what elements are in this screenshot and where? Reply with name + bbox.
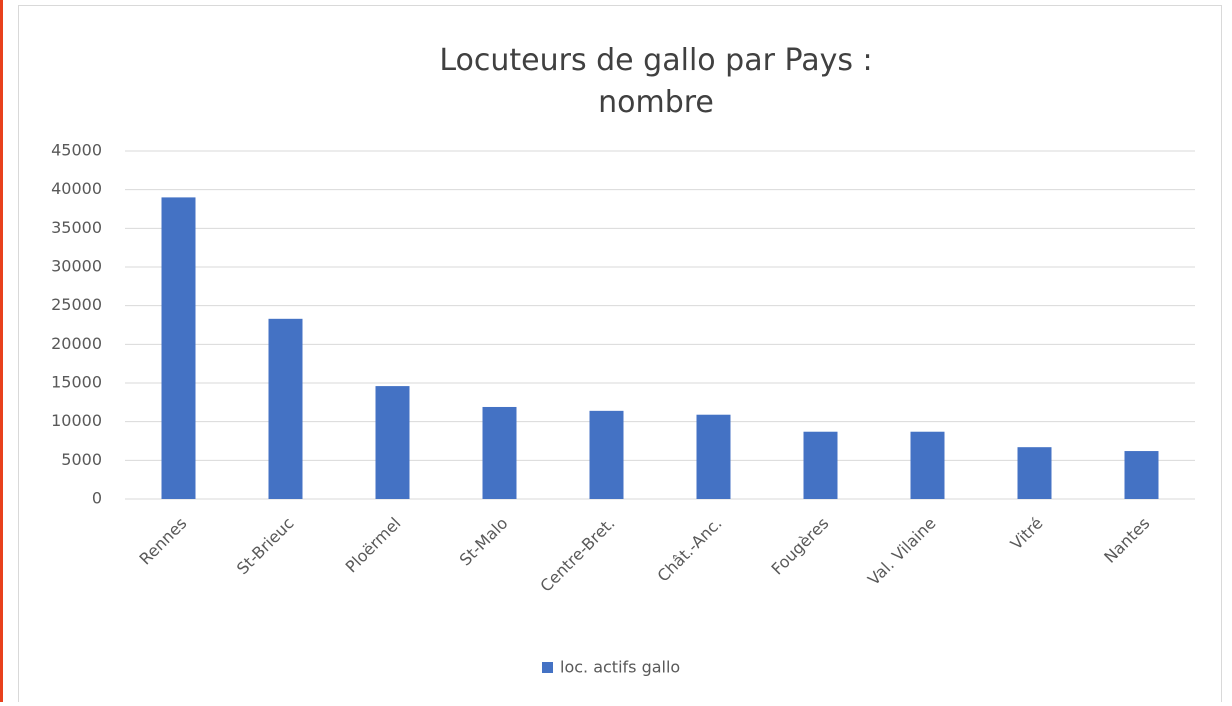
y-tick-label: 0 (92, 489, 102, 508)
y-tick-label: 30000 (51, 257, 102, 276)
legend-swatch (542, 662, 553, 673)
edge-bar (0, 0, 3, 702)
bar (910, 431, 945, 499)
y-tick-label: 35000 (51, 218, 102, 237)
y-tick-label: 40000 (51, 179, 102, 198)
bar (268, 318, 303, 499)
legend-label: loc. actifs gallo (560, 658, 680, 677)
y-tick-label: 45000 (51, 141, 102, 160)
y-tick-label: 15000 (51, 373, 102, 392)
bar (482, 406, 517, 499)
chart-title: nombre (598, 85, 714, 120)
y-tick-label: 20000 (51, 334, 102, 353)
bar (161, 197, 196, 499)
bar (375, 386, 410, 499)
bar (696, 414, 731, 499)
bar (803, 431, 838, 499)
chart-frame (18, 5, 1222, 706)
bar (589, 410, 624, 499)
bar (1124, 451, 1159, 499)
y-tick-label: 25000 (51, 295, 102, 314)
chart-title: Locuteurs de gallo par Pays : (439, 43, 872, 78)
y-tick-label: 10000 (51, 411, 102, 430)
y-tick-label: 5000 (61, 450, 102, 469)
bar (1017, 447, 1052, 499)
